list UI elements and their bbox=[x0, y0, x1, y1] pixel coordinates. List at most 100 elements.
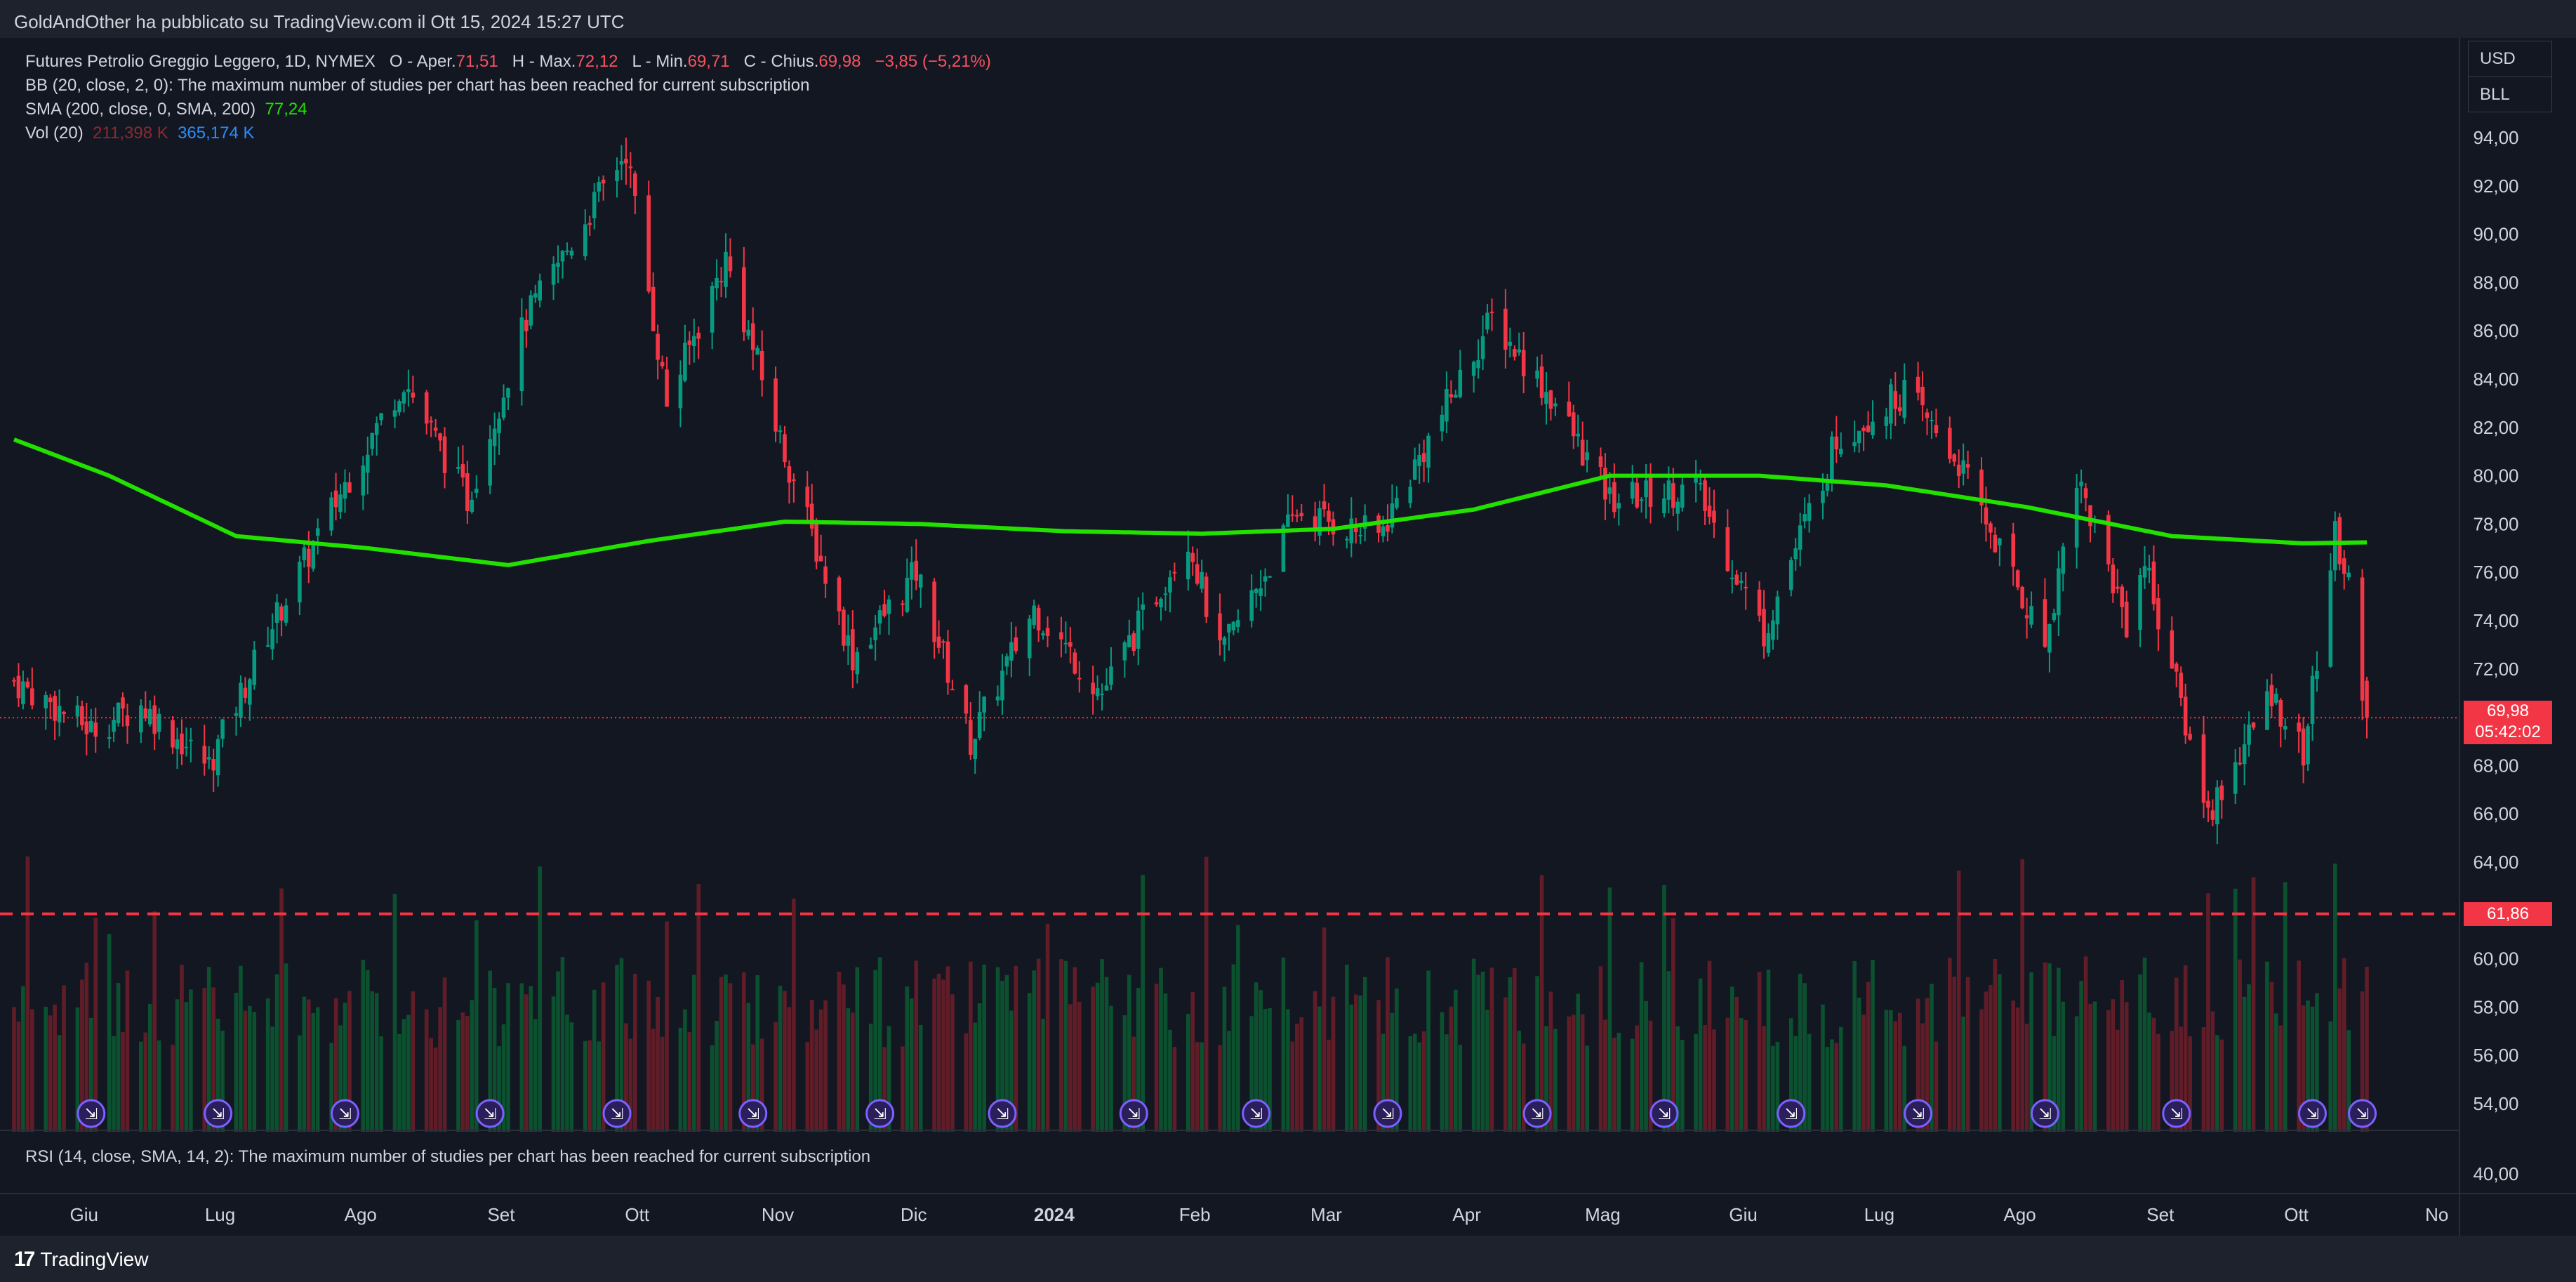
candle-body bbox=[602, 180, 606, 183]
candle-body bbox=[180, 734, 184, 754]
volume-bar bbox=[185, 1002, 189, 1132]
volume-bar bbox=[474, 920, 479, 1132]
volume-bar bbox=[26, 857, 30, 1132]
legend-vol-row[interactable]: Vol (20) 211,398 K 365,174 K bbox=[25, 124, 255, 143]
candle-body bbox=[1852, 442, 1857, 447]
volume-bar bbox=[1286, 1010, 1290, 1132]
candle-body bbox=[1649, 475, 1653, 507]
candle-body bbox=[1131, 633, 1136, 651]
candle-body bbox=[1889, 384, 1893, 423]
volume-bar bbox=[2093, 1001, 2097, 1132]
candle-body bbox=[710, 286, 715, 333]
volume-bar bbox=[189, 989, 193, 1132]
candle-body bbox=[2052, 613, 2057, 620]
volume-bar bbox=[17, 1022, 21, 1132]
candle-body bbox=[1413, 459, 1417, 480]
candle-body bbox=[21, 682, 25, 705]
event-marker-glyph: ⇲ bbox=[1381, 1106, 1394, 1123]
candle-body bbox=[1699, 483, 1703, 484]
candle-body bbox=[329, 498, 333, 531]
candle-body bbox=[620, 161, 624, 164]
volume-bar bbox=[1957, 871, 1961, 1132]
price-chart[interactable]: ⇲ ⇲ ⇲ ⇲ ⇲ ⇲ ⇲ ⇲ ⇲ ⇲ ⇲ ⇲ ⇲ ⇲ ⇲ ⇲ ⇲ ⇲ ⇲ 94,00 92,00 90,00 88,00… bbox=[0, 38, 2576, 1236]
volume-bar bbox=[1354, 995, 1358, 1132]
candle-body bbox=[148, 709, 152, 725]
volume-bar bbox=[2206, 893, 2210, 1132]
volume-bar bbox=[1948, 958, 1952, 1132]
candle-body bbox=[1445, 389, 1449, 421]
tradingview-brand[interactable]: 17 TradingView bbox=[14, 1245, 148, 1274]
candle-body bbox=[524, 320, 529, 331]
volume-bar bbox=[1204, 857, 1209, 1132]
candle-body bbox=[1934, 425, 1939, 433]
candle-body bbox=[1957, 465, 1961, 476]
volume-bar bbox=[1984, 991, 1989, 1132]
legend-open-label: O - Aper. bbox=[390, 52, 456, 71]
event-marker-glyph: ⇲ bbox=[2170, 1106, 2183, 1123]
event-marker-glyph: ⇲ bbox=[1658, 1106, 1671, 1123]
candle-body bbox=[823, 567, 828, 584]
legend-bb: BB (20, close, 2, 0): The maximum number… bbox=[25, 76, 809, 95]
candle-body bbox=[379, 414, 383, 421]
volume-bar bbox=[397, 1034, 401, 1132]
candle-body bbox=[202, 746, 206, 763]
candle-body bbox=[1449, 394, 1454, 397]
currency-unit[interactable]: BLL bbox=[2469, 77, 2551, 112]
volume-bar bbox=[2106, 1010, 2111, 1132]
candle-body bbox=[438, 433, 442, 440]
volume-bar bbox=[1612, 1038, 1616, 1132]
rsi-legend[interactable]: RSI (14, close, SMA, 14, 2): The maximum… bbox=[25, 1147, 870, 1167]
candle-body bbox=[1091, 682, 1095, 694]
legend-low-label: L - Min. bbox=[632, 52, 687, 71]
candle-body bbox=[1617, 503, 1621, 508]
candle-body bbox=[2152, 562, 2156, 604]
volume-bar bbox=[1585, 1045, 1589, 1132]
volume-bar bbox=[1635, 1025, 1639, 1132]
volume-bar bbox=[2079, 981, 2083, 1132]
candle-body bbox=[2346, 573, 2351, 578]
candle-body bbox=[1920, 387, 1925, 405]
candle-body bbox=[2252, 722, 2256, 727]
candle-body bbox=[1000, 670, 1004, 700]
volume-bar bbox=[1553, 1029, 1558, 1132]
candle-body bbox=[788, 466, 792, 482]
candle-body bbox=[1802, 514, 1807, 521]
price-tick-label: 94,00 bbox=[2473, 127, 2518, 148]
candle-body bbox=[842, 609, 846, 645]
candle-body bbox=[932, 581, 936, 642]
event-marker-glyph: ⇲ bbox=[338, 1106, 351, 1123]
horizontal-line-tag: 61,86 bbox=[2464, 902, 2552, 926]
legend-sma-row[interactable]: SMA (200, close, 0, SMA, 200) 77,24 bbox=[25, 100, 307, 119]
volume-bar bbox=[2016, 1007, 2020, 1132]
candle-body bbox=[112, 720, 116, 732]
candle-body bbox=[1073, 652, 1077, 673]
volume-bar bbox=[683, 1010, 687, 1132]
candle-body bbox=[1295, 515, 1299, 517]
candle-body bbox=[755, 348, 759, 355]
candle-body bbox=[343, 482, 347, 498]
volume-bar bbox=[941, 979, 945, 1132]
volume-bar bbox=[1345, 965, 1349, 1132]
currency-code[interactable]: USD bbox=[2469, 41, 2551, 77]
candle-body bbox=[665, 369, 669, 407]
legend-bb-row[interactable]: BB (20, close, 2, 0): The maximum number… bbox=[25, 76, 809, 95]
volume-bar bbox=[379, 1036, 383, 1132]
candle-body bbox=[1458, 370, 1462, 397]
volume-bar bbox=[842, 984, 846, 1132]
candle-body bbox=[1730, 578, 1734, 579]
candle-body bbox=[724, 252, 728, 287]
candle-body bbox=[964, 685, 969, 713]
volume-bar bbox=[1734, 997, 1739, 1132]
candle-body bbox=[1930, 420, 1934, 421]
currency-unit-box[interactable]: USD BLL bbox=[2468, 41, 2552, 112]
volume-bar bbox=[969, 962, 973, 1132]
candle-body bbox=[2215, 787, 2219, 824]
candle-body bbox=[1708, 505, 1712, 517]
candle-body bbox=[470, 500, 474, 512]
candle-body bbox=[683, 343, 687, 381]
volume-bar bbox=[1032, 970, 1036, 1132]
volume-bar bbox=[1771, 1046, 1775, 1132]
price-tick-label: 90,00 bbox=[2473, 224, 2518, 245]
candle-body bbox=[144, 708, 148, 718]
candle-body bbox=[1576, 434, 1580, 437]
